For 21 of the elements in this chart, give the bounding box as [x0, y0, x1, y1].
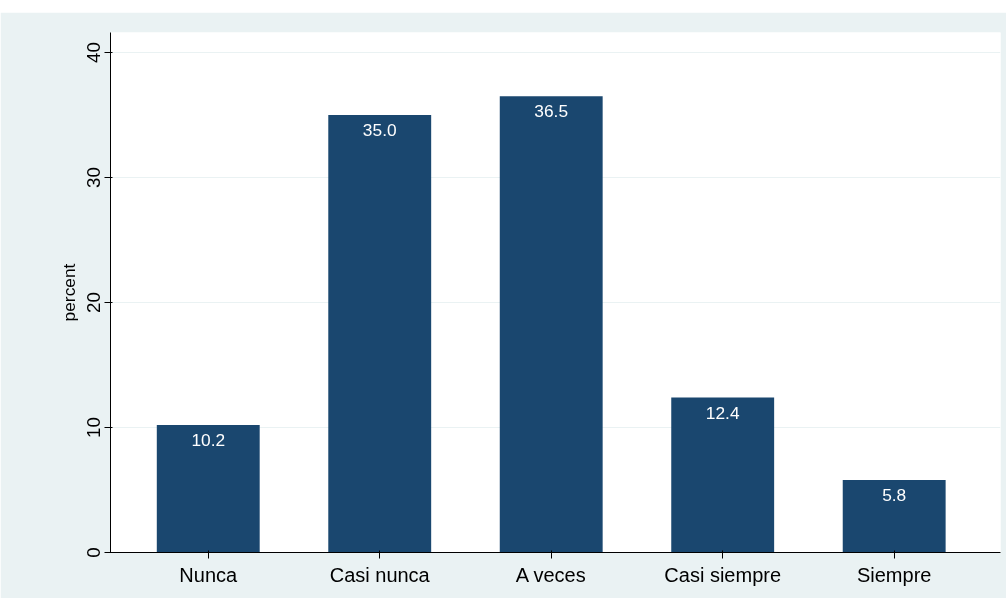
bar: [842, 480, 946, 553]
x-tick-label: Siempre: [856, 563, 932, 586]
bar: [671, 397, 775, 553]
bar: [499, 96, 603, 553]
bar: [328, 115, 432, 553]
x-tick-label: Casi nunca: [329, 563, 431, 586]
data-label: 5.8: [882, 485, 907, 505]
y-tick-label: 10: [82, 417, 104, 438]
x-tick-label: A veces: [515, 563, 586, 586]
data-label: 10.2: [191, 430, 226, 450]
x-tick-label: Casi siempre: [664, 563, 782, 586]
y-tick-label: 0: [82, 547, 104, 558]
bar: [156, 425, 260, 553]
y-tick-label: 20: [82, 292, 104, 313]
data-label: 12.4: [705, 402, 740, 423]
y-tick-label: 40: [82, 42, 104, 63]
data-label: 36.5: [534, 101, 569, 122]
y-axis-title: percent: [58, 263, 79, 322]
data-label: 35.0: [362, 120, 397, 140]
y-tick-label: 30: [82, 167, 104, 188]
x-tick-label: Nunca: [179, 563, 239, 586]
